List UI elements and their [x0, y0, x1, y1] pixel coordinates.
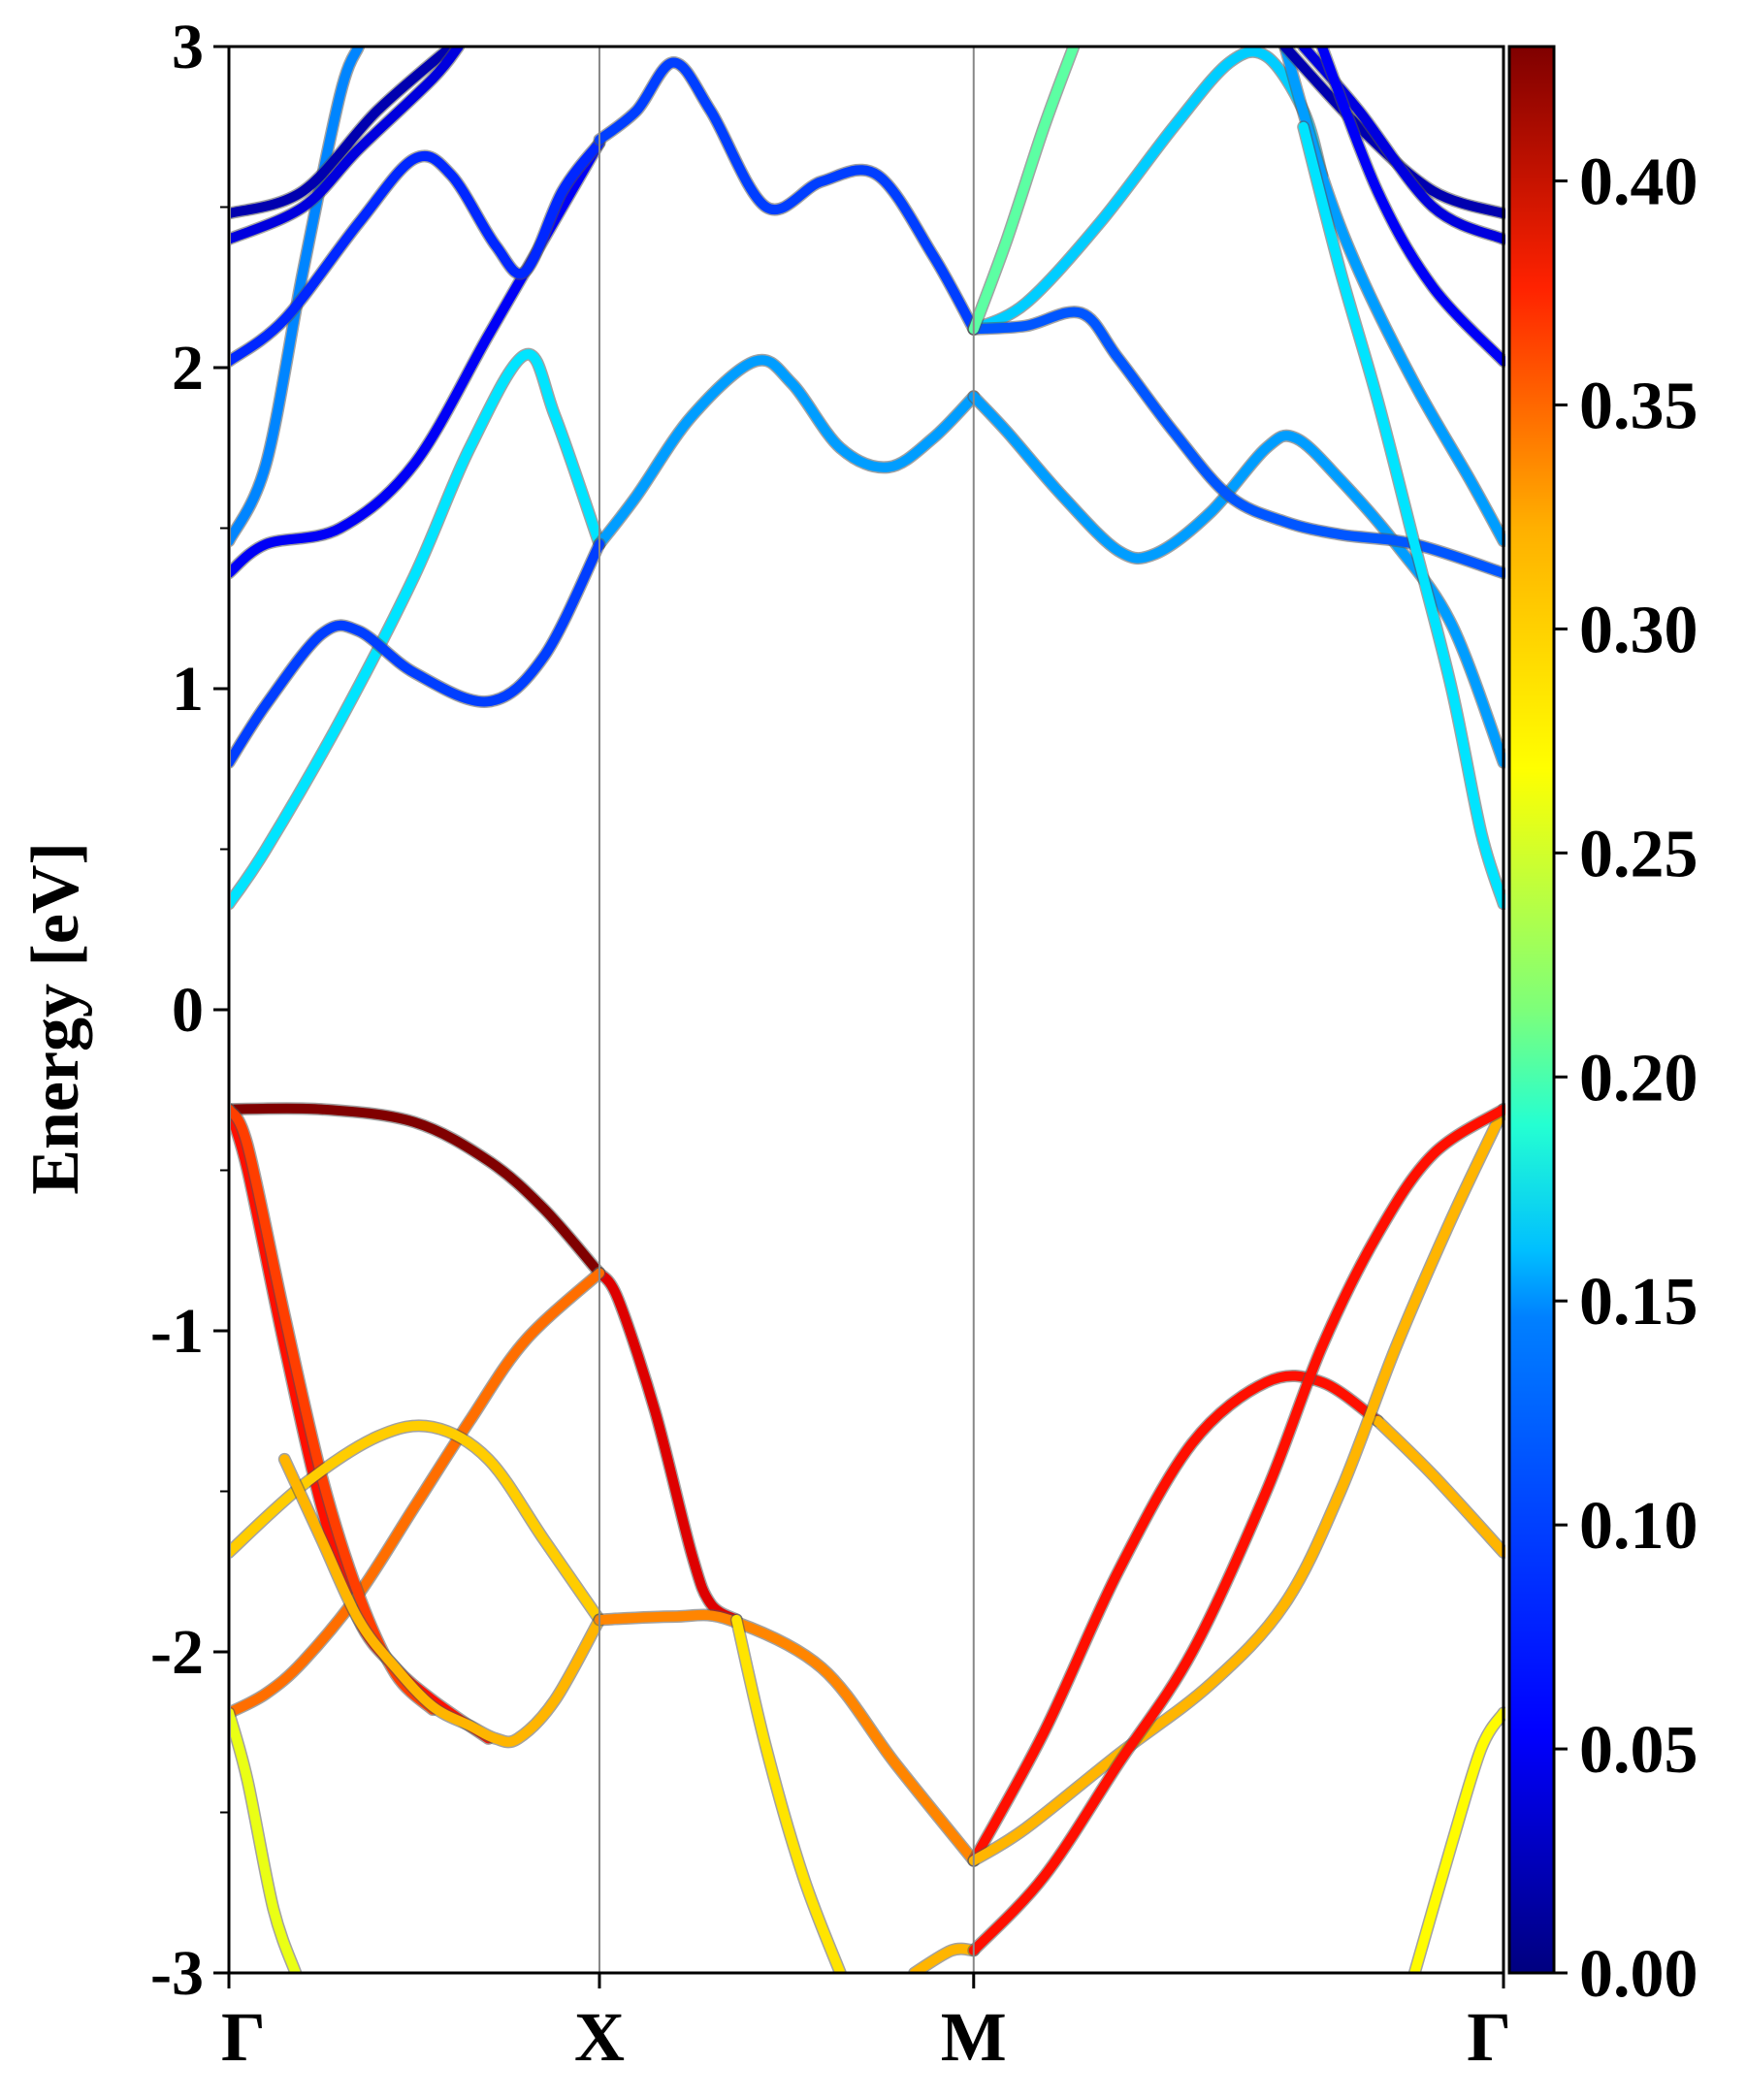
- band-line-7: [595, 1609, 979, 1866]
- colorbar-tick-label: 0.30: [1579, 593, 1698, 667]
- band-line-11: [968, 1371, 1383, 1866]
- band-line-1: [595, 1268, 742, 1625]
- band-line-outline-11: [967, 1370, 1384, 1867]
- y-tick-label: 1: [172, 654, 204, 725]
- band-line-outline-25: [967, 306, 1505, 580]
- y-tick-label: -3: [150, 1938, 204, 2009]
- y-axis-ticks: 3 2 1 0 -1 -2 -3: [150, 12, 229, 2009]
- y-tick-label: 2: [172, 333, 204, 404]
- band-line-17: [595, 355, 979, 549]
- colorbar-tick-label: 0.15: [1579, 1265, 1698, 1340]
- band-line-outline-21: [231, 47, 366, 547]
- colorbar-ticks: 0.00 0.05 0.10 0.15 0.20 0.25 0.30 0.35 0.40: [1554, 145, 1698, 2012]
- band-line-21: [231, 47, 364, 546]
- band-line-outline-14: [967, 1103, 1505, 1957]
- band-line-12: [1373, 1415, 1505, 1558]
- band-line-15: [1409, 1707, 1505, 1973]
- band-line-outline-13: [967, 1103, 1505, 1867]
- colorbar-tick-label: 0.00: [1579, 1937, 1698, 2012]
- band-line-29: [231, 47, 457, 218]
- band-line-19: [231, 539, 604, 767]
- y-tick-label: -1: [150, 1296, 204, 1367]
- y-tick-label: -2: [150, 1617, 204, 1688]
- band-line-outline-0: [231, 1102, 606, 1279]
- band-line-16: [231, 349, 604, 909]
- band-line-2: [231, 1105, 494, 1744]
- band-line-30: [231, 47, 464, 244]
- colorbar-tick-label: 0.10: [1579, 1489, 1698, 1564]
- band-line-14: [968, 1104, 1505, 1955]
- band-line-26: [968, 47, 1079, 335]
- x-tick-label: X: [574, 1998, 625, 2076]
- y-tick-label: 3: [172, 12, 204, 82]
- y-tick-label: 0: [172, 975, 204, 1046]
- band-line-25: [968, 307, 1505, 578]
- band-line-9: [231, 1708, 301, 1973]
- colorbar-tick-label: 0.05: [1579, 1713, 1698, 1788]
- band-line-28: [1298, 121, 1505, 909]
- band-line-13: [968, 1104, 1505, 1866]
- band-line-4: [231, 1105, 438, 1715]
- band-line-33: [1316, 47, 1505, 367]
- colorbar-tick-label: 0.40: [1579, 145, 1698, 220]
- band-line-22: [231, 138, 604, 366]
- band-line-outline-22: [231, 136, 606, 368]
- x-tick-label: M: [941, 1998, 1007, 2076]
- y-axis-label: Energy [eV]: [18, 842, 93, 1195]
- band-line-6: [279, 1454, 604, 1747]
- band-line-0: [231, 1103, 604, 1278]
- high-symmetry-lines: [598, 47, 975, 1973]
- colorbar-tick-label: 0.25: [1579, 817, 1698, 891]
- band-line-3: [231, 1268, 604, 1718]
- colorbar: [1507, 45, 1556, 1975]
- x-tick-label: Γ: [221, 1998, 266, 2076]
- colorbar-tick-label: 0.35: [1579, 369, 1698, 443]
- x-tick-label: Γ: [1467, 1998, 1511, 2076]
- colorbar-tick-label: 0.20: [1579, 1041, 1698, 1115]
- band-line-23: [595, 57, 979, 335]
- band-line-outline-2: [231, 1103, 495, 1745]
- band-line-outline-23: [593, 56, 981, 336]
- band-line-8: [731, 1614, 846, 1973]
- band-lines: [231, 47, 1505, 1973]
